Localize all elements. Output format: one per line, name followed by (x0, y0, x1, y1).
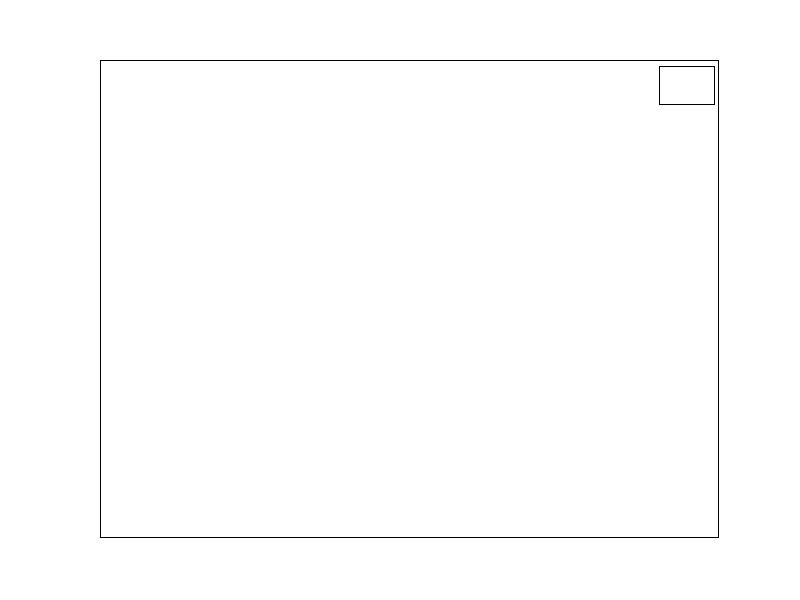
legend-entry-fp (668, 89, 705, 98)
fp-legend-swatch (668, 89, 694, 98)
tp-legend-swatch (668, 73, 694, 82)
legend-entry-tp (668, 73, 705, 82)
axes-frame (100, 60, 719, 538)
legend (659, 66, 715, 105)
plot-area (100, 60, 719, 538)
